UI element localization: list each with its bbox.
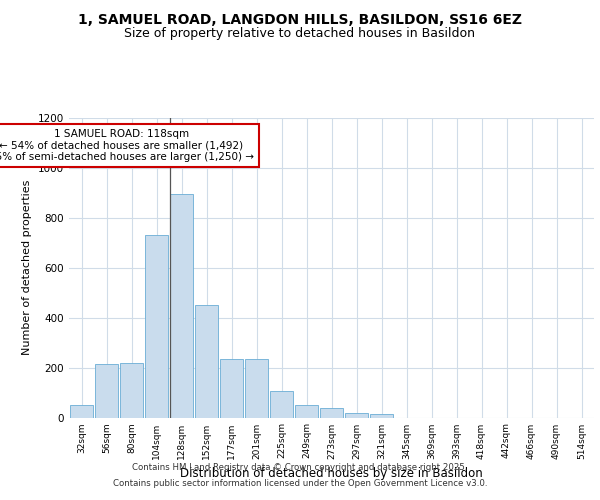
Bar — [370, 414, 393, 418]
Bar — [295, 405, 318, 417]
Text: Contains HM Land Registry data © Crown copyright and database right 2025.: Contains HM Land Registry data © Crown c… — [132, 464, 468, 472]
Bar — [95, 364, 118, 418]
Bar — [245, 359, 268, 418]
Bar — [195, 305, 218, 418]
Text: Size of property relative to detached houses in Basildon: Size of property relative to detached ho… — [125, 28, 476, 40]
Text: 1 SAMUEL ROAD: 118sqm
← 54% of detached houses are smaller (1,492)
45% of semi-d: 1 SAMUEL ROAD: 118sqm ← 54% of detached … — [0, 128, 254, 162]
Bar — [70, 405, 93, 417]
Y-axis label: Number of detached properties: Number of detached properties — [22, 180, 32, 355]
Bar — [220, 359, 243, 418]
Text: Contains public sector information licensed under the Open Government Licence v3: Contains public sector information licen… — [113, 478, 487, 488]
Bar — [145, 235, 168, 418]
Bar — [120, 362, 143, 418]
Bar — [320, 408, 343, 418]
Text: 1, SAMUEL ROAD, LANGDON HILLS, BASILDON, SS16 6EZ: 1, SAMUEL ROAD, LANGDON HILLS, BASILDON,… — [78, 12, 522, 26]
Bar — [170, 194, 193, 418]
Bar — [270, 391, 293, 417]
X-axis label: Distribution of detached houses by size in Basildon: Distribution of detached houses by size … — [180, 467, 483, 480]
Bar — [345, 412, 368, 418]
